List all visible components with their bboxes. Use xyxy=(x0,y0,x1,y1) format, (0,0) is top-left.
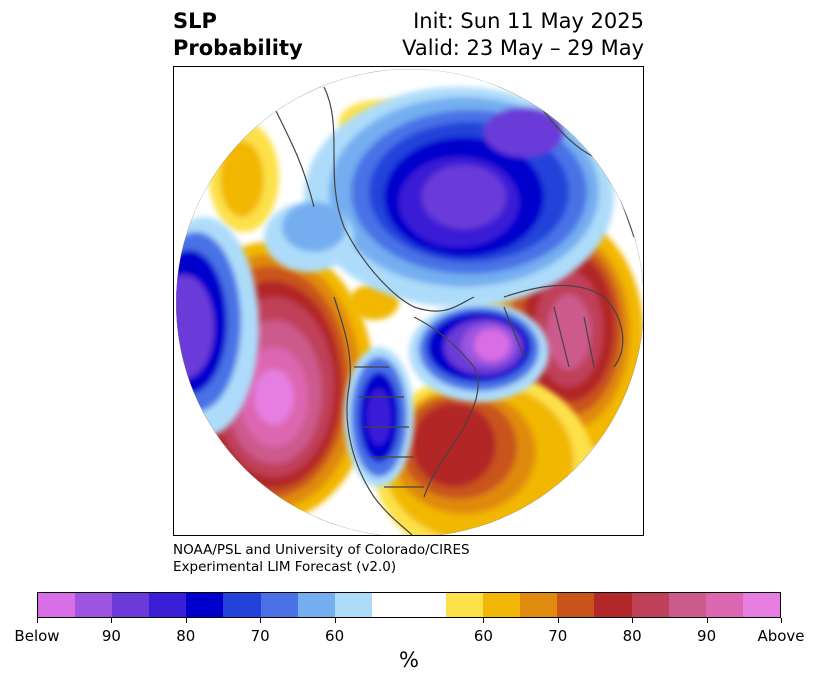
colorbar-tick-label: 90 xyxy=(697,627,717,645)
colorbar-tick-label: 60 xyxy=(325,627,345,645)
colorbar-tick-label: 70 xyxy=(548,627,568,645)
valid-dates: Valid: 23 May – 29 May xyxy=(402,36,644,60)
colorbar-tick-label: Below xyxy=(14,627,60,645)
colorbar-cell xyxy=(520,593,558,617)
colorbar-cell xyxy=(631,593,669,617)
colorbar-tick-mark xyxy=(483,618,485,623)
colorbar-cell xyxy=(75,593,113,617)
colorbar-cell xyxy=(705,593,743,617)
pacific-low xyxy=(176,217,259,437)
colorbar-tick-mark xyxy=(260,618,262,623)
title-dates: Init: Sun 11 May 2025 Valid: 23 May – 29… xyxy=(402,8,644,62)
colorbar-tick-mark xyxy=(557,618,559,623)
colorbar-tick-mark xyxy=(781,618,782,623)
colorbar-tick-mark xyxy=(37,618,38,623)
colorbar-cell xyxy=(38,593,76,617)
credit-line2: Experimental LIM Forecast (v2.0) xyxy=(173,559,397,575)
colorbar-tick-mark xyxy=(111,618,113,623)
colorbar-unit-label: % xyxy=(399,648,419,672)
atlantic-high xyxy=(374,372,594,535)
colorbar-tick-mark xyxy=(334,618,336,623)
colorbar-cell xyxy=(742,593,780,617)
colorbar-cell xyxy=(112,593,150,617)
colorbar-cell xyxy=(557,593,595,617)
arctic-low xyxy=(304,87,614,307)
probability-map xyxy=(176,69,643,535)
colorbar-tick-label: 70 xyxy=(250,627,270,645)
colorbar-cell xyxy=(668,593,706,617)
init-date: Init: Sun 11 May 2025 xyxy=(413,9,644,33)
hudson-bay-low xyxy=(409,302,549,402)
colorbar-cell xyxy=(297,593,335,617)
colorbar-tick-label: Above xyxy=(757,627,805,645)
colorbar-cell xyxy=(334,593,372,617)
colorbar-cell xyxy=(371,593,409,617)
colorbar-tick-label: 90 xyxy=(101,627,121,645)
colorbar-tick-mark xyxy=(706,618,708,623)
colorbar-cell xyxy=(408,593,447,617)
colorbar-cell xyxy=(446,593,484,617)
colorbar-tick-label: 80 xyxy=(176,627,196,645)
western-north-america-low xyxy=(264,202,354,272)
colorbar-cell xyxy=(186,593,224,617)
north-america-low xyxy=(344,347,414,487)
credit-line1: NOAA/PSL and University of Colorado/CIRE… xyxy=(173,542,470,558)
title-variable-line2: Probability xyxy=(173,36,303,60)
colorbar-cell xyxy=(223,593,261,617)
colorbar-tick-mark xyxy=(185,618,187,623)
colorbar-tick-label: 80 xyxy=(622,627,642,645)
title-variable: SLP Probability xyxy=(173,8,303,62)
colorbar-cell xyxy=(483,593,521,617)
colorbar-tick-label: 60 xyxy=(473,627,493,645)
pacific-small-high xyxy=(209,122,279,232)
colorbar-tick-mark xyxy=(632,618,634,623)
colorbar-cell xyxy=(594,593,632,617)
colorbar-cell xyxy=(149,593,187,617)
probability-colorbar xyxy=(37,592,781,618)
credit-text: NOAA/PSL and University of Colorado/CIRE… xyxy=(173,542,470,576)
map-panel xyxy=(173,66,644,536)
colorbar-cell xyxy=(260,593,298,617)
title-variable-line1: SLP xyxy=(173,9,217,33)
